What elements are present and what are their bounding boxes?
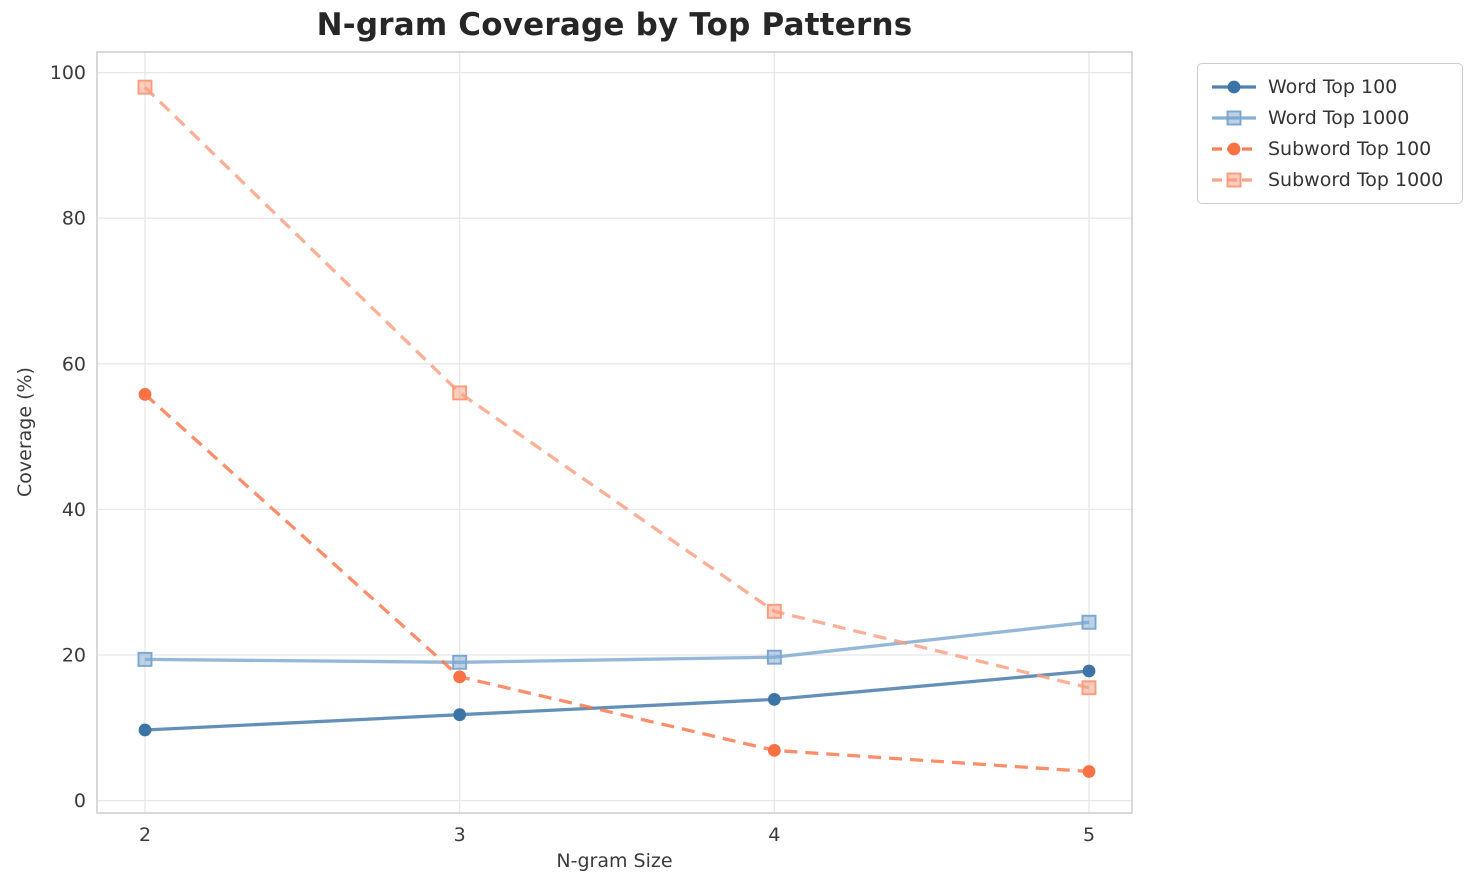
series-marker-square bbox=[1081, 680, 1097, 696]
series-marker-square bbox=[452, 654, 468, 670]
legend-item-word-top-100: Word Top 100 bbox=[1211, 75, 1450, 99]
series-word-top-1000 bbox=[137, 614, 1097, 670]
y-tick-label: 60 bbox=[62, 353, 86, 375]
series-marker-circle bbox=[767, 693, 781, 706]
series-marker-square bbox=[137, 651, 153, 667]
series-marker-square bbox=[766, 603, 782, 619]
series-line-subword-top-1000 bbox=[143, 86, 1090, 690]
legend-sample-subword-top-1000 bbox=[1212, 172, 1256, 188]
legend: Word Top 100 Word Top 1000 Subword Top 100… bbox=[1197, 63, 1463, 204]
series-marker-circle bbox=[767, 743, 781, 757]
series-marker-circle bbox=[1227, 142, 1241, 156]
x-tick-label: 2 bbox=[139, 824, 151, 846]
series-word-top-100 bbox=[138, 664, 1096, 737]
series-line-subword-top-100 bbox=[143, 393, 1090, 774]
chart-title: N-gram Coverage by Top Patterns bbox=[316, 7, 913, 43]
series-marker-circle bbox=[453, 708, 467, 722]
series-marker-circle bbox=[138, 723, 152, 737]
legend-label: Word Top 1000 bbox=[1268, 107, 1410, 129]
plot-border bbox=[96, 51, 1133, 814]
series-marker-circle bbox=[453, 670, 467, 684]
y-tick-label: 40 bbox=[62, 499, 86, 521]
x-tick-label: 5 bbox=[1083, 824, 1095, 846]
series-line-word-top-100 bbox=[144, 669, 1090, 732]
legend-sample-subword-top-100 bbox=[1212, 142, 1256, 156]
legend-item-subword-top-100: Subword Top 100 bbox=[1211, 137, 1450, 161]
y-tick-label: 100 bbox=[50, 62, 86, 84]
series-marker-circle bbox=[1082, 664, 1096, 678]
x-axis-label: N-gram Size bbox=[556, 850, 673, 872]
series-marker-circle bbox=[1082, 765, 1096, 778]
legend-label: Word Top 100 bbox=[1268, 76, 1398, 98]
series-subword-top-100 bbox=[138, 387, 1096, 778]
series-marker-square bbox=[1226, 172, 1242, 188]
x-tick-label: 4 bbox=[768, 824, 780, 846]
legend-sample-word-top-100 bbox=[1212, 80, 1256, 94]
series-marker-circle bbox=[138, 387, 152, 401]
y-axis-label: Coverage (%) bbox=[14, 367, 36, 497]
series-line-word-top-1000 bbox=[144, 620, 1090, 664]
legend-label: Subword Top 100 bbox=[1268, 138, 1432, 160]
series-marker-square bbox=[452, 385, 468, 401]
series-marker-square bbox=[1226, 110, 1242, 126]
gridlines bbox=[97, 52, 1132, 813]
legend-sample-word-top-1000 bbox=[1212, 110, 1256, 126]
y-tick-label: 80 bbox=[62, 208, 86, 230]
y-tick-label: 0 bbox=[74, 790, 86, 812]
series-marker-square bbox=[766, 649, 782, 665]
series-subword-top-1000 bbox=[137, 79, 1097, 696]
series-marker-square bbox=[137, 79, 153, 95]
series-marker-square bbox=[1081, 614, 1097, 630]
y-tick-label: 20 bbox=[62, 645, 86, 667]
legend-item-word-top-1000: Word Top 1000 bbox=[1211, 106, 1450, 130]
legend-label: Subword Top 1000 bbox=[1268, 169, 1444, 191]
series-marker-circle bbox=[1227, 80, 1241, 94]
legend-item-subword-top-1000: Subword Top 1000 bbox=[1211, 168, 1450, 192]
x-tick-label: 3 bbox=[454, 824, 466, 846]
